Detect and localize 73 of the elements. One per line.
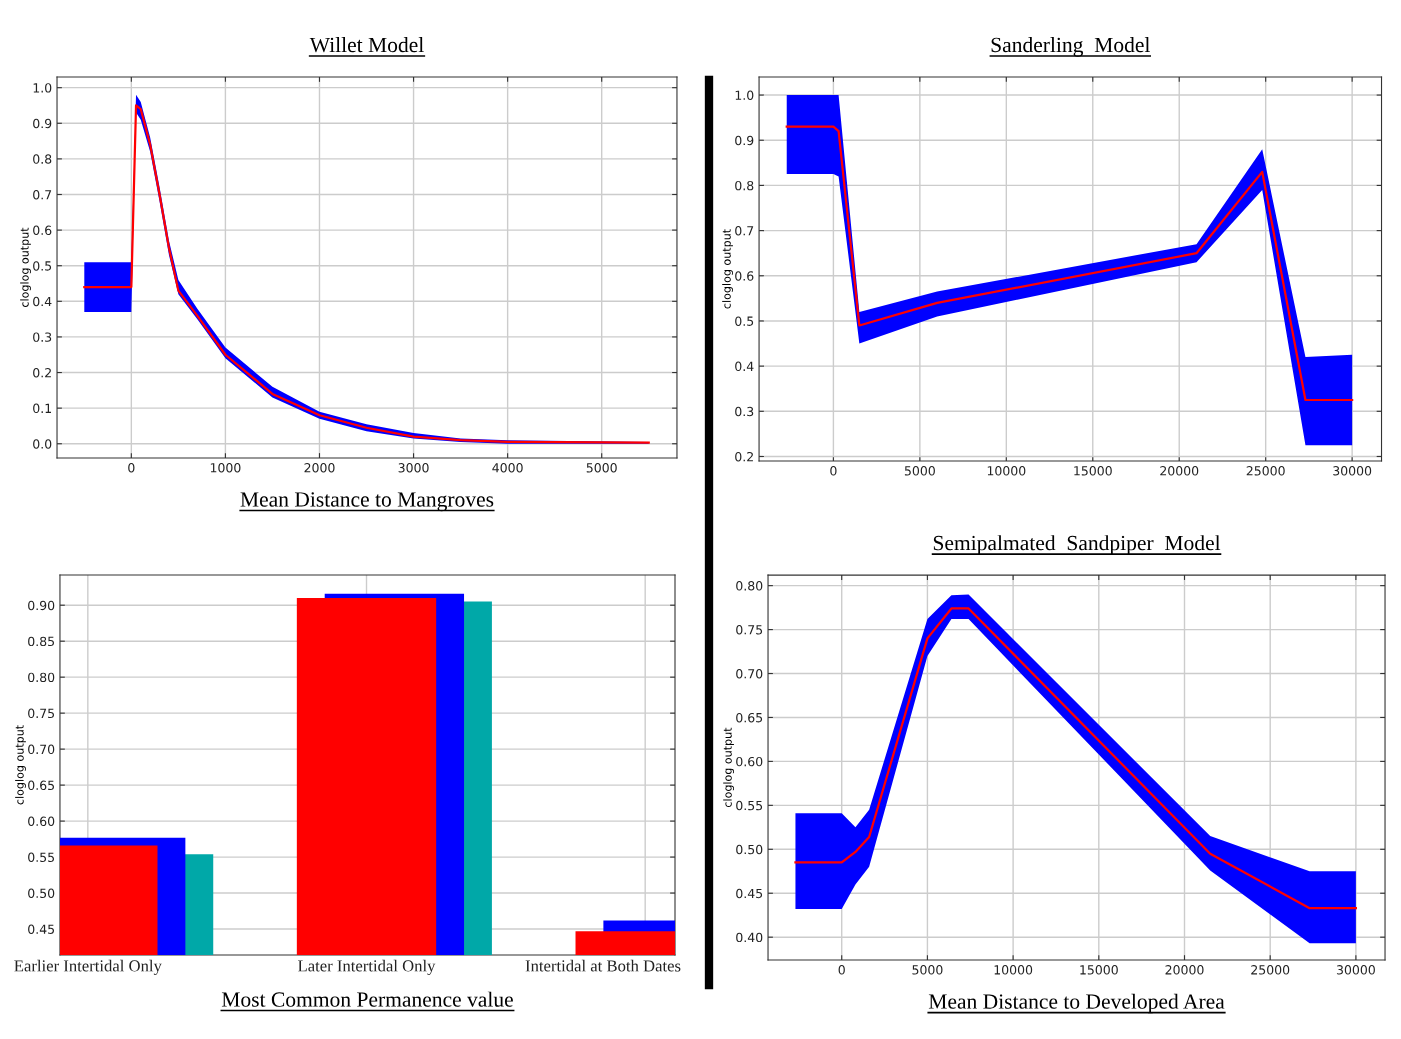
y-tick-label: 0.6 xyxy=(735,271,754,281)
x-tick-label: 10000 xyxy=(987,466,1026,476)
y-tick-label: 0.4 xyxy=(33,296,52,307)
y-tick-label: 0.85 xyxy=(28,636,55,647)
x-tick-label: Earlier Intertidal Only xyxy=(14,959,162,975)
x-tick-label: 20000 xyxy=(1165,965,1204,975)
y-tick-label: 0.55 xyxy=(736,800,763,811)
y-tick-label: 0.2 xyxy=(735,451,753,462)
y-tick-label: 0.5 xyxy=(735,316,754,326)
y-tick-label: 0.70 xyxy=(28,744,55,755)
y-tick-label: 0.9 xyxy=(735,135,754,146)
y-axis-title: cloglog output xyxy=(20,227,31,307)
y-tick-label: 1.0 xyxy=(33,83,52,93)
y-tick-label: 0.1 xyxy=(33,403,52,414)
y-tick-label: 0.80 xyxy=(28,672,55,683)
y-tick-label: 0.8 xyxy=(33,154,52,164)
y-tick-label: 0.90 xyxy=(28,600,55,611)
x-tick-label: Later Intertidal Only xyxy=(298,959,436,975)
y-tick-label: 0.0 xyxy=(33,439,52,449)
y-axis-title: cloglog output xyxy=(722,229,733,309)
x-axis-title: Most Common Permanence value xyxy=(221,991,513,1007)
y-tick-label: 0.75 xyxy=(28,708,55,719)
y-tick-label: 0.4 xyxy=(735,361,754,372)
x-tick-label: 30000 xyxy=(1333,466,1372,476)
y-tick-label: 0.80 xyxy=(736,581,763,591)
x-axis-title: Mean Distance to Mangroves xyxy=(240,492,494,512)
y-tick-label: 0.75 xyxy=(736,625,763,635)
y-tick-label: 0.45 xyxy=(736,888,763,899)
y-axis-title: cloglog output xyxy=(15,725,26,805)
x-tick-label: Intertidal at Both Dates xyxy=(525,959,681,972)
y-tick-label: 0.65 xyxy=(736,712,763,723)
x-tick-label: 0 xyxy=(830,466,837,476)
y-tick-label: 0.3 xyxy=(735,406,754,417)
y-tick-label: 0.60 xyxy=(736,756,763,767)
x-tick-label: 0 xyxy=(838,965,845,975)
y-tick-label: 0.50 xyxy=(736,844,763,855)
x-tick-label: 5000 xyxy=(586,463,617,473)
x-tick-label: 25000 xyxy=(1251,965,1290,975)
y-tick-label: 0.2 xyxy=(33,368,51,378)
x-tick-label: 1000 xyxy=(210,463,241,473)
x-tick-label: 4000 xyxy=(492,463,523,473)
x-tick-label: 15000 xyxy=(1074,466,1112,476)
y-tick-label: 0.6 xyxy=(33,225,52,236)
y-axis-title: cloglog output xyxy=(723,727,734,808)
x-tick-label: 2000 xyxy=(304,463,335,473)
y-tick-label: 0.9 xyxy=(33,118,52,129)
x-tick-label: 25000 xyxy=(1246,466,1285,476)
y-tick-label: 0.3 xyxy=(33,332,52,342)
line-series xyxy=(785,125,1354,402)
y-tick-label: 0.50 xyxy=(28,888,55,898)
x-tick-label: 5000 xyxy=(912,965,943,975)
y-tick-label: 0.60 xyxy=(28,816,55,827)
x-tick-label: 20000 xyxy=(1160,466,1199,476)
y-tick-label: 0.7 xyxy=(735,226,754,236)
x-axis-title: Mean Distance to Developed Area xyxy=(928,993,1225,1014)
chart-title: Sanderling Model xyxy=(991,37,1150,57)
y-tick-label: 0.70 xyxy=(736,668,763,679)
y-tick-label: 0.40 xyxy=(736,932,763,943)
x-tick-label: 15000 xyxy=(1080,965,1118,975)
x-tick-label: 10000 xyxy=(994,965,1033,975)
x-tick-label: 0 xyxy=(128,463,135,473)
y-tick-label: 0.8 xyxy=(735,180,754,191)
y-tick-label: 0.45 xyxy=(28,924,55,934)
y-tick-label: 0.5 xyxy=(33,261,52,271)
y-tick-label: 0.65 xyxy=(28,780,55,791)
chart-title: Semipalmated Sandpiper Model xyxy=(933,535,1221,555)
y-tick-label: 0.7 xyxy=(33,189,52,200)
x-tick-label: 5000 xyxy=(904,466,935,476)
x-tick-label: 3000 xyxy=(398,463,429,473)
chart-title: Willet Model xyxy=(309,37,424,53)
x-tick-label: 30000 xyxy=(1336,965,1375,975)
y-tick-label: 1.0 xyxy=(735,90,754,100)
y-tick-label: 0.55 xyxy=(28,852,55,862)
